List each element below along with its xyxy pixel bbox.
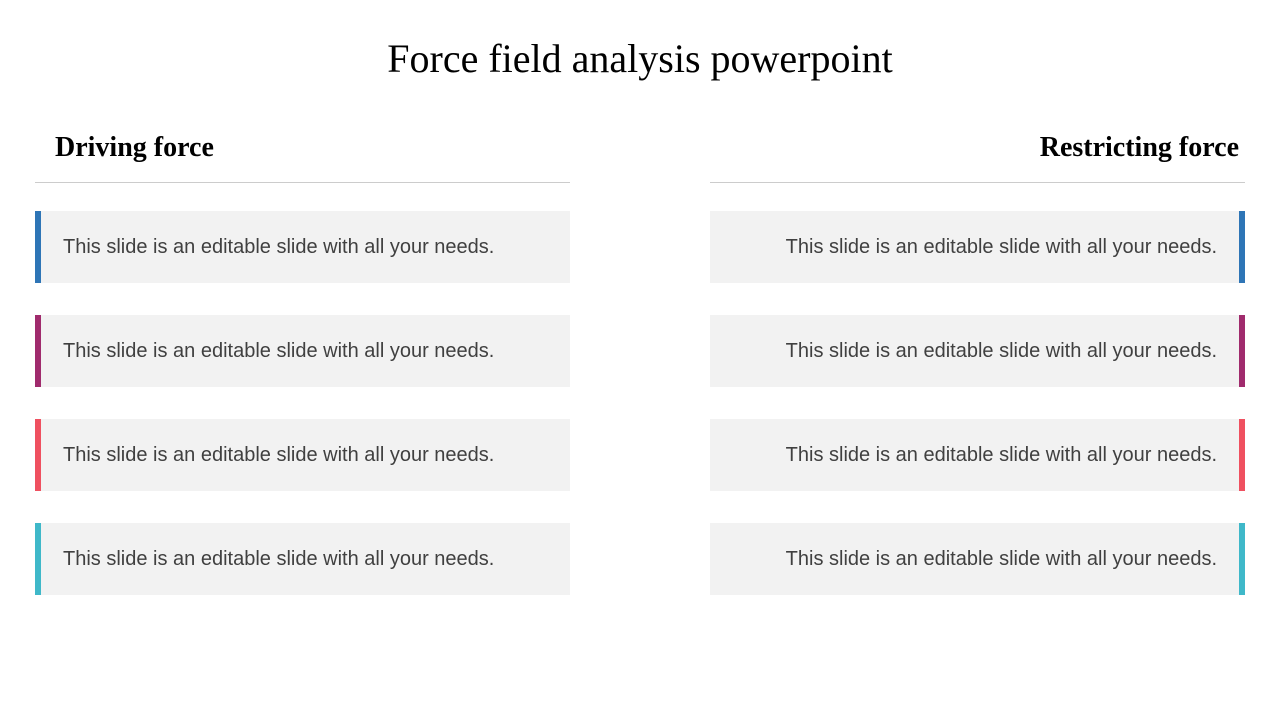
restricting-force-header-text: Restricting force — [1040, 132, 1239, 163]
restricting-force-column: Restricting force This slide is an edita… — [710, 132, 1245, 627]
restricting-item: This slide is an editable slide with all… — [710, 419, 1245, 491]
driving-force-column: Driving force This slide is an editable … — [35, 132, 570, 627]
driving-item: This slide is an editable slide with all… — [35, 315, 570, 387]
driving-item-text: This slide is an editable slide with all… — [63, 340, 494, 363]
restricting-item-text: This slide is an editable slide with all… — [786, 444, 1217, 467]
driving-item-text: This slide is an editable slide with all… — [63, 548, 494, 571]
restricting-item: This slide is an editable slide with all… — [710, 211, 1245, 283]
driving-force-header-text: Driving force — [55, 132, 214, 163]
restricting-item-text: This slide is an editable slide with all… — [786, 548, 1217, 571]
restricting-force-header: Restricting force — [710, 132, 1245, 183]
restricting-item-text: This slide is an editable slide with all… — [786, 236, 1217, 259]
columns-container: Driving force This slide is an editable … — [0, 132, 1280, 627]
driving-force-header: Driving force — [35, 132, 570, 183]
slide-title: Force field analysis powerpoint — [0, 0, 1280, 132]
driving-item: This slide is an editable slide with all… — [35, 419, 570, 491]
restricting-item: This slide is an editable slide with all… — [710, 523, 1245, 595]
driving-item-text: This slide is an editable slide with all… — [63, 236, 494, 259]
restricting-item-text: This slide is an editable slide with all… — [786, 340, 1217, 363]
driving-item-text: This slide is an editable slide with all… — [63, 444, 494, 467]
driving-item: This slide is an editable slide with all… — [35, 211, 570, 283]
restricting-item: This slide is an editable slide with all… — [710, 315, 1245, 387]
driving-item: This slide is an editable slide with all… — [35, 523, 570, 595]
